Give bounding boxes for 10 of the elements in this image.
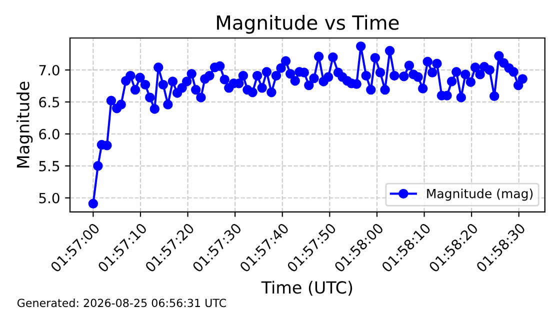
text: Generated: 2026-08-25 06:56:31 UTC [17, 298, 226, 308]
x-axis-title: Time (UTC) [261, 280, 352, 296]
y-tick-label: 7.0 [39, 64, 60, 76]
y-tick-label: 6.0 [39, 128, 60, 140]
y-tick-label: 6.5 [39, 96, 60, 108]
legend-label: Magnitude (mag) [427, 188, 533, 201]
y-axis-title: Magnitude [16, 82, 33, 168]
y-tick-label: 5.0 [39, 192, 60, 204]
y-tick-label: 5.5 [39, 161, 60, 172]
chart-title: Magnitude vs Time [217, 14, 399, 34]
